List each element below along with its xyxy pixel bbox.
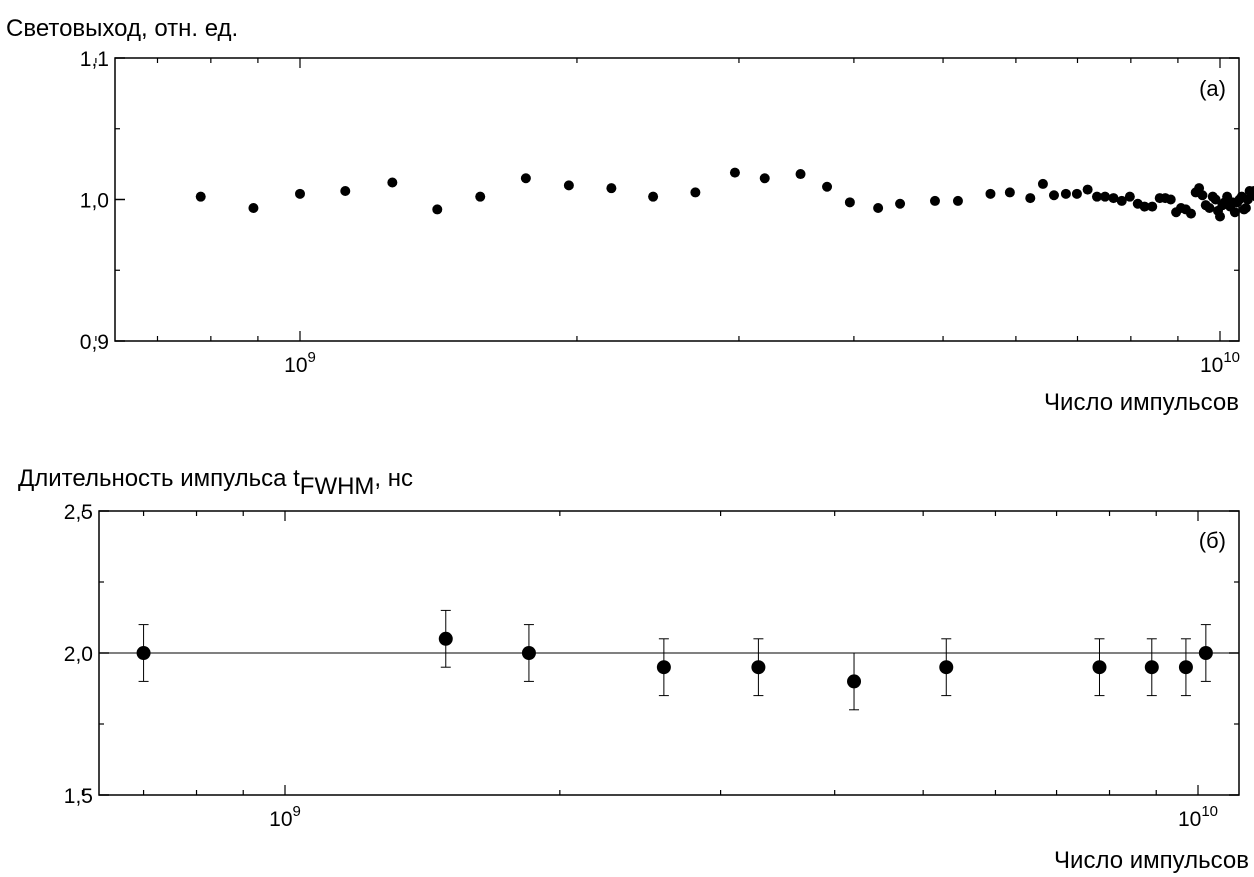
panel-a-tag: (а): [1199, 76, 1226, 101]
data-point: [1091, 191, 1102, 202]
data-point: [563, 180, 574, 191]
panel-b-ylabel-tail: , нс: [374, 465, 413, 492]
data-point: [521, 646, 536, 660]
y-tick-label: 0,9: [80, 331, 109, 354]
data-point: [751, 660, 766, 675]
data-point: [759, 173, 770, 184]
data-point: [1004, 187, 1015, 198]
panel-a-frame: [114, 57, 1240, 342]
data-point: [438, 631, 453, 646]
panel-a-xlabel: Число импульсов: [1044, 389, 1239, 416]
data-point: [248, 202, 259, 213]
data-point: [340, 186, 351, 197]
panel-b-ylabel: Длительность импульса tFWHM, нс: [18, 465, 413, 500]
data-point: [690, 187, 701, 198]
data-point: [952, 195, 963, 206]
y-tick-label: 2,0: [64, 643, 93, 666]
data-point: [1092, 660, 1107, 675]
data-point: [1147, 201, 1158, 212]
x-tick-label: 109: [284, 349, 316, 377]
x-tick-label: 1010: [1178, 803, 1218, 831]
data-point: [136, 646, 151, 660]
y-tick-label: 1,0: [80, 190, 109, 213]
data-point: [1210, 194, 1221, 205]
data-point: [1037, 178, 1048, 189]
data-point: [1229, 207, 1240, 218]
x-tick-label: 109: [269, 803, 301, 831]
y-tick-label: 2,5: [64, 501, 93, 524]
data-point: [1165, 194, 1176, 205]
data-point: [1144, 660, 1159, 675]
data-point: [1198, 646, 1213, 660]
panel-a-x-ticks: 109 1010: [95, 58, 1240, 377]
panel-a-ylabel: Световыход, отн. ед.: [6, 15, 238, 42]
panel-a-y-ticks: 0,9 1,0 1,1: [80, 48, 1239, 354]
data-point: [1048, 190, 1059, 201]
data-point: [195, 191, 206, 202]
data-point: [795, 169, 806, 180]
data-point: [648, 191, 659, 202]
data-point: [1025, 193, 1036, 204]
data-point: [939, 660, 954, 675]
data-point: [1116, 195, 1127, 206]
data-point: [985, 188, 996, 199]
data-point: [520, 173, 531, 184]
panel-b-ylabel-sub: FWHM: [300, 473, 375, 500]
data-point: [929, 195, 940, 206]
data-point: [606, 183, 617, 194]
data-point: [1060, 188, 1071, 199]
data-point: [1251, 192, 1254, 202]
panel-b-x-ticks: 109 1010: [81, 511, 1218, 831]
panel-b-points: [136, 609, 1213, 711]
data-point: [1186, 208, 1197, 219]
data-point: [1108, 193, 1119, 204]
data-point: [895, 198, 906, 209]
data-point: [822, 181, 833, 192]
panel-b-y-ticks: 1,5 2,0 2,5: [64, 501, 1239, 808]
x-tick-label: 1010: [1200, 349, 1240, 377]
panel-b-tag: (б): [1199, 528, 1226, 553]
data-point: [1100, 191, 1111, 202]
data-point: [475, 191, 486, 202]
data-point: [432, 204, 443, 215]
data-point: [295, 188, 305, 199]
data-point: [1240, 202, 1251, 213]
data-point: [1204, 202, 1215, 213]
panel-b: Длительность импульса tFWHM, нс (б) 1,5 2…: [18, 465, 1249, 874]
y-tick-label: 1,5: [64, 785, 93, 808]
data-point: [1071, 188, 1082, 199]
data-point: [1139, 201, 1150, 212]
panel-b-ylabel-main: Длительность импульса t: [18, 465, 300, 492]
data-point: [387, 177, 398, 188]
panel-a-points: [195, 167, 1254, 222]
data-point: [656, 660, 671, 675]
data-point: [1124, 191, 1135, 202]
data-point: [1082, 184, 1093, 195]
data-point: [1215, 211, 1225, 222]
data-point: [1197, 190, 1208, 201]
panel-a: Световыход, отн. ед. (а) 0,91,01,1 109 10…: [6, 15, 1254, 416]
data-point: [844, 197, 855, 208]
data-point: [1178, 660, 1193, 675]
y-tick-label: 1,1: [80, 48, 109, 71]
panel-b-xlabel: Число импульсов: [1054, 847, 1249, 874]
data-point: [873, 202, 884, 213]
data-point: [847, 674, 862, 689]
data-point: [729, 167, 740, 178]
